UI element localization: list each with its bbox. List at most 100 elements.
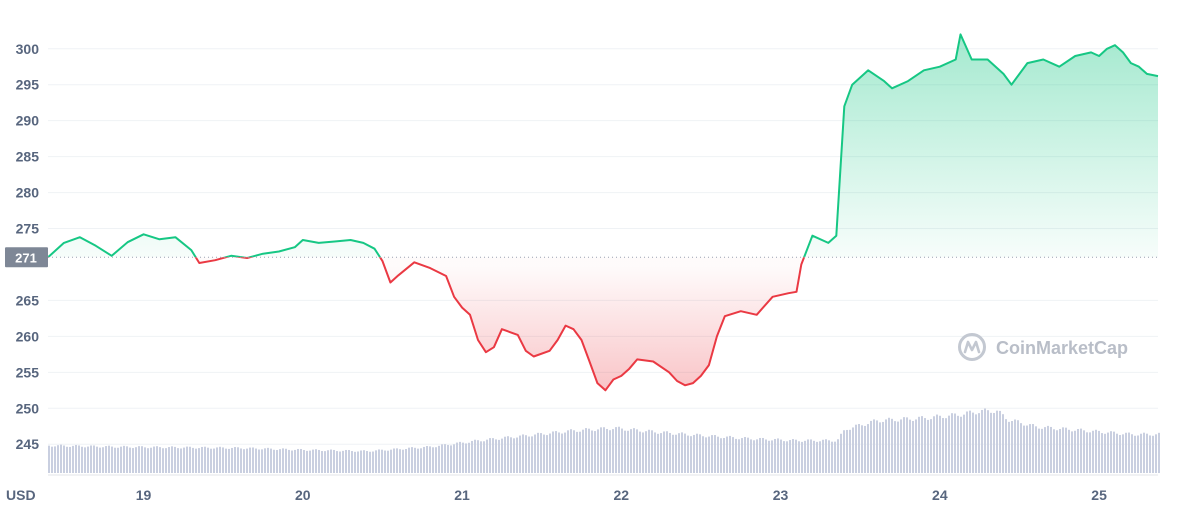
volume-bar (492, 438, 494, 473)
volume-bar (777, 438, 779, 473)
volume-bar (150, 447, 152, 473)
volume-bar (972, 412, 974, 473)
volume-bar (366, 451, 368, 473)
volume-bar (849, 429, 851, 473)
volume-bar (747, 437, 749, 473)
x-tick-label: 25 (1091, 487, 1107, 503)
volume-bar (297, 448, 299, 473)
volume-bar (1134, 435, 1136, 473)
volume-bar (663, 431, 665, 473)
volume-bar (705, 437, 707, 473)
volume-bar (507, 436, 509, 473)
volume-bar (714, 435, 716, 473)
volume-bar (999, 410, 1001, 473)
volume-bar (774, 438, 776, 473)
volume-bar (657, 433, 659, 473)
volume-bar (852, 427, 854, 473)
volume-bar (351, 451, 353, 473)
volume-bar (807, 439, 809, 473)
volume-bar (213, 448, 215, 473)
volume-bar (618, 426, 620, 473)
volume-bar (393, 448, 395, 473)
volume-bar (582, 429, 584, 473)
volume-bar (708, 436, 710, 473)
volume-bar (648, 429, 650, 473)
volume-bar (576, 431, 578, 473)
volume-bar (636, 429, 638, 473)
volume-bar (1083, 430, 1085, 473)
volume-bar (234, 447, 236, 473)
volume-bar (285, 448, 287, 473)
volume-bar (873, 419, 875, 473)
volume-bar (153, 446, 155, 473)
volume-bar (528, 436, 530, 473)
volume-bar (831, 441, 833, 473)
volume-bar (438, 445, 440, 473)
volume-bar (321, 451, 323, 473)
volume-bar (768, 440, 770, 473)
volume-bar (969, 410, 971, 473)
volume-bar (1059, 428, 1061, 473)
volume-bar (630, 429, 632, 473)
volume-bar (1110, 431, 1112, 473)
volume-bar (471, 440, 473, 473)
volume-bar (222, 447, 224, 473)
volume-bar (480, 441, 482, 473)
volume-bar (135, 447, 137, 473)
volume-bar (1053, 429, 1055, 473)
volume-bar (78, 445, 80, 473)
volume-bar (417, 448, 419, 473)
volume-bar (795, 439, 797, 473)
volume-bar (429, 446, 431, 473)
volume-bar (162, 448, 164, 473)
volume-bar (1149, 435, 1151, 473)
volume-bar (315, 449, 317, 473)
volume-bar (63, 445, 65, 473)
volume-bar (144, 447, 146, 473)
volume-bar (897, 421, 899, 473)
volume-bar (69, 446, 71, 473)
volume-bar (111, 446, 113, 473)
volume-bar (564, 432, 566, 473)
volume-bar (225, 448, 227, 473)
volume-bar (963, 414, 965, 473)
volume-bar (495, 439, 497, 473)
volume-bar (333, 449, 335, 473)
volume-bar (906, 417, 908, 473)
volume-bar (801, 441, 803, 473)
volume-bar (447, 445, 449, 473)
volume-bar (1119, 435, 1121, 473)
y-tick-label: 285 (16, 149, 40, 165)
volume-bar (1020, 423, 1022, 473)
volume-bar (219, 446, 221, 473)
volume-bar (288, 449, 290, 473)
volume-bar (546, 435, 548, 473)
reference-label-background (5, 247, 48, 268)
volume-bar (156, 446, 158, 473)
volume-bar (717, 436, 719, 473)
volume-bar (924, 418, 926, 473)
reference-price-marker: 271 (5, 247, 1158, 268)
volume-bar (516, 437, 518, 473)
volume-bar (567, 430, 569, 473)
volume-bar (300, 448, 302, 473)
volume-bar (1002, 414, 1004, 473)
watermark: CoinMarketCap (958, 333, 1128, 361)
volume-bar (432, 447, 434, 473)
volume-bar (207, 447, 209, 473)
volume-bar (1014, 419, 1016, 473)
volume-bar (255, 448, 257, 473)
volume-bar (345, 449, 347, 473)
volume-bar (1041, 428, 1043, 473)
volume-bar (918, 416, 920, 473)
volume-bars (48, 408, 1160, 473)
volume-bar (621, 428, 623, 473)
volume-bar (993, 412, 995, 473)
volume-bar (291, 450, 293, 473)
volume-bar (1011, 420, 1013, 473)
volume-bar (339, 451, 341, 473)
volume-bar (303, 450, 305, 473)
volume-bar (243, 449, 245, 473)
volume-bar (543, 434, 545, 473)
